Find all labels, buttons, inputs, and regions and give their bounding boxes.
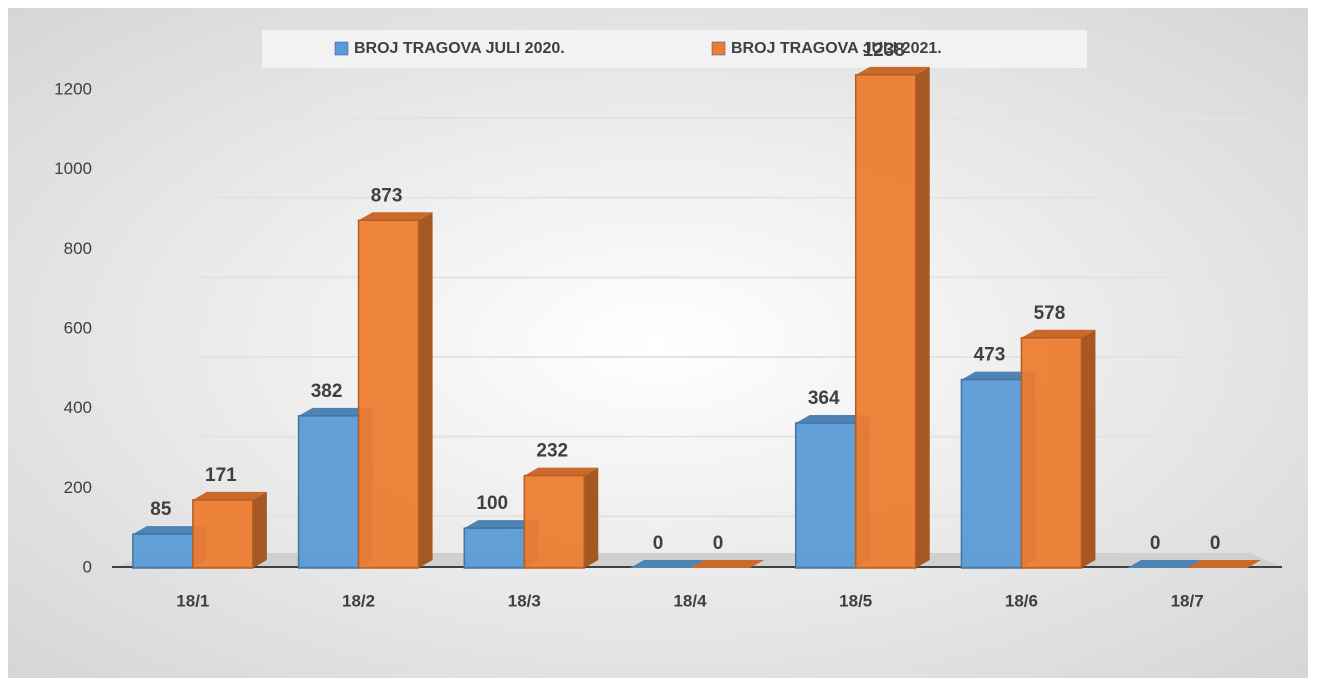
bar-top: [524, 467, 599, 476]
bar-top: [464, 520, 539, 529]
bar-side: [418, 212, 433, 568]
value-label: 0: [653, 533, 664, 554]
value-label: 171: [205, 465, 237, 486]
y-tick-label: 400: [64, 398, 92, 417]
bar-top: [132, 526, 207, 535]
bar-top: [1021, 329, 1096, 338]
bar-top: [961, 371, 1036, 380]
bar: [854, 74, 917, 569]
value-label: 100: [476, 493, 508, 514]
bar: [463, 527, 526, 569]
bar-side: [252, 491, 267, 568]
bar: [357, 219, 420, 569]
x-tick-label: 18/5: [839, 591, 872, 610]
x-tick-label: 18/1: [176, 591, 209, 610]
bar: [794, 422, 857, 569]
legend-swatch: [334, 41, 349, 56]
bar: [132, 533, 194, 569]
y-tick-label: 600: [64, 318, 92, 337]
bar: [960, 378, 1023, 569]
legend-swatch: [711, 41, 726, 56]
value-label: 0: [713, 533, 724, 554]
bar: [523, 474, 586, 569]
background: [8, 8, 1308, 678]
legend-label: BROJ TRAGOVA JULI 2021.: [731, 40, 942, 57]
y-tick-label: 1000: [54, 159, 92, 178]
value-label: 578: [1034, 303, 1066, 324]
bar-top: [630, 560, 704, 568]
x-tick-label: 18/7: [1171, 591, 1204, 610]
x-tick-label: 18/4: [673, 591, 707, 610]
bar: [297, 415, 360, 569]
bar-top: [298, 407, 373, 416]
value-label: 85: [150, 499, 172, 520]
x-tick-label: 18/6: [1005, 591, 1038, 610]
legend-box: [262, 30, 1087, 68]
bar-side: [915, 66, 930, 568]
value-label: 873: [371, 185, 403, 206]
x-tick-label: 18/3: [508, 591, 541, 610]
bar-top: [1127, 560, 1202, 568]
y-tick-label: 1200: [54, 79, 92, 98]
y-tick-label: 800: [64, 239, 92, 258]
legend-label: BROJ TRAGOVA JULI 2020.: [354, 40, 565, 57]
y-tick-label: 0: [83, 557, 92, 576]
value-label: 364: [808, 388, 840, 409]
value-label: 382: [311, 381, 343, 402]
bar-top: [795, 415, 870, 424]
bar-top: [690, 560, 764, 568]
bar-side: [1081, 329, 1096, 568]
x-tick-label: 18/2: [342, 591, 375, 610]
bar-top: [192, 491, 267, 500]
value-label: 232: [536, 441, 568, 462]
bar-side: [584, 467, 599, 568]
bar-top: [358, 212, 433, 221]
value-label: 473: [974, 345, 1006, 366]
bar-top: [1187, 560, 1262, 568]
bar: [1020, 337, 1083, 569]
value-label: 0: [1150, 533, 1161, 554]
value-label: 0: [1210, 533, 1221, 554]
value-label: 1238: [863, 40, 905, 61]
y-tick-label: 200: [64, 478, 92, 497]
bar-top: [855, 66, 930, 75]
bar: [192, 499, 254, 569]
